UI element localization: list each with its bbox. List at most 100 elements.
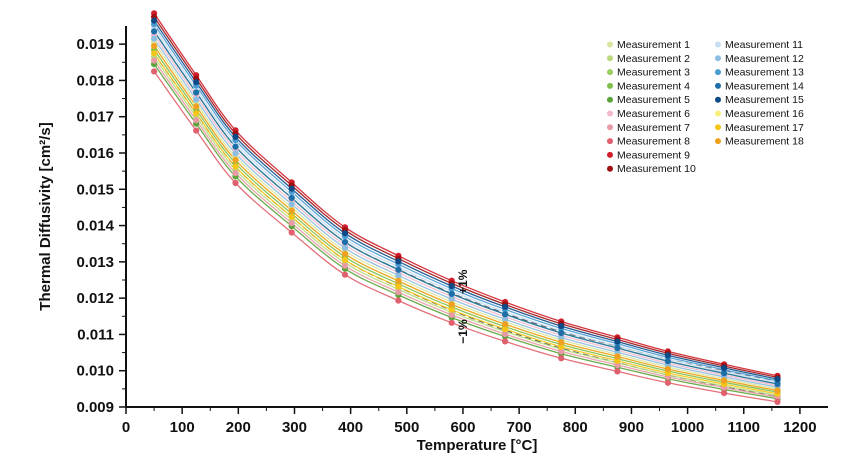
legend-label: Measurement 12 — [725, 53, 804, 65]
data-point — [502, 331, 509, 338]
data-point — [558, 334, 565, 341]
legend-label: Measurement 3 — [617, 67, 690, 79]
axes — [119, 26, 828, 414]
x-tick-label: 500 — [394, 419, 419, 436]
data-point — [395, 258, 402, 265]
data-point — [448, 319, 455, 326]
legend-swatch — [715, 82, 721, 89]
data-point — [232, 163, 239, 170]
x-tick-label: 600 — [450, 419, 475, 436]
y-axis-title: Thermal Diffusivity [cm²/s] — [37, 122, 54, 310]
data-point — [395, 297, 402, 304]
data-point — [502, 321, 509, 328]
data-point — [448, 311, 455, 318]
y-tick-label: 0.010 — [76, 363, 114, 380]
data-point — [288, 220, 295, 227]
legend-label: Measurement 13 — [725, 67, 804, 79]
data-point — [774, 380, 781, 388]
data-point — [502, 311, 509, 318]
legend-label: Measurement 17 — [725, 122, 804, 134]
legend-swatch — [607, 96, 613, 103]
x-tick-label: 1200 — [783, 419, 816, 436]
legend-swatch — [607, 41, 613, 48]
data-point — [502, 326, 509, 333]
x-tick-label: 900 — [619, 419, 644, 436]
data-point — [288, 207, 295, 214]
data-point — [151, 50, 158, 57]
data-point — [774, 376, 781, 383]
y-tick-label: 0.012 — [76, 290, 114, 307]
y-tick-label: 0.009 — [76, 399, 114, 416]
data-point — [151, 28, 158, 35]
legend-label: Measurement 15 — [725, 94, 804, 106]
legend-label: Measurement 2 — [617, 53, 690, 65]
data-point — [502, 338, 509, 345]
data-point — [232, 179, 239, 187]
legend-swatch — [715, 41, 721, 48]
data-point — [151, 57, 158, 64]
data-point — [448, 282, 455, 290]
legend-label: Measurement 1 — [617, 39, 690, 51]
data-point — [232, 150, 239, 157]
series-points — [151, 10, 781, 405]
data-point — [614, 353, 621, 360]
data-point — [193, 117, 200, 124]
data-point — [193, 79, 200, 86]
data-point — [721, 370, 728, 377]
legend-swatch — [715, 138, 721, 145]
data-point — [341, 239, 349, 246]
legend-swatch — [607, 165, 613, 172]
legend-swatch — [715, 124, 721, 131]
data-point — [395, 289, 402, 296]
data-point — [193, 110, 200, 117]
legend-label: Measurement 7 — [617, 122, 690, 134]
data-point — [448, 306, 455, 313]
data-point — [614, 338, 621, 345]
tick-labels: 0.009 0.010 0.011 0.012 0.013 0.014 0.015 0.016… — [76, 36, 816, 436]
y-tick-label: 0.011 — [77, 326, 114, 343]
legend: Measurement 1 Measurement 2 Measurement 3 M… — [607, 39, 804, 175]
legend-swatch — [607, 110, 613, 117]
y-tick-label: 0.014 — [76, 218, 114, 235]
legend-swatch — [607, 69, 613, 76]
annotation-plus-1pct: +1% — [456, 269, 470, 294]
data-point — [341, 256, 349, 263]
data-point — [448, 290, 455, 297]
data-point — [232, 143, 239, 150]
legend-label: Measurement 5 — [617, 94, 690, 106]
data-point — [558, 339, 565, 346]
data-point — [341, 262, 349, 269]
data-point — [614, 368, 621, 375]
data-point — [232, 133, 239, 140]
legend-swatch — [607, 138, 613, 145]
legend-swatch — [607, 151, 613, 158]
y-tick-label: 0.018 — [76, 72, 114, 89]
data-point — [721, 390, 728, 397]
data-point — [232, 170, 239, 177]
x-tick-label: 800 — [563, 419, 588, 436]
data-point — [558, 329, 565, 337]
data-point — [288, 185, 295, 192]
data-point — [664, 352, 672, 359]
data-point — [288, 213, 295, 220]
data-point — [232, 156, 239, 163]
data-point — [193, 96, 200, 103]
data-point — [395, 277, 402, 285]
data-point — [558, 348, 565, 355]
x-tick-label: 0 — [122, 419, 130, 436]
x-tick-label: 1100 — [727, 419, 760, 436]
x-tick-label: 700 — [507, 419, 532, 436]
legend-swatch — [715, 110, 721, 117]
data-point — [774, 398, 781, 405]
legend-label: Measurement 9 — [617, 149, 690, 161]
data-point — [774, 387, 781, 394]
legend-label: Measurement 14 — [725, 80, 804, 92]
legend-swatch — [607, 124, 613, 131]
legend-label: Measurement 6 — [617, 108, 690, 120]
data-point — [558, 343, 565, 350]
annotation-minus-1pct: −1% — [456, 319, 470, 344]
data-point — [558, 323, 565, 330]
data-point — [721, 364, 728, 371]
